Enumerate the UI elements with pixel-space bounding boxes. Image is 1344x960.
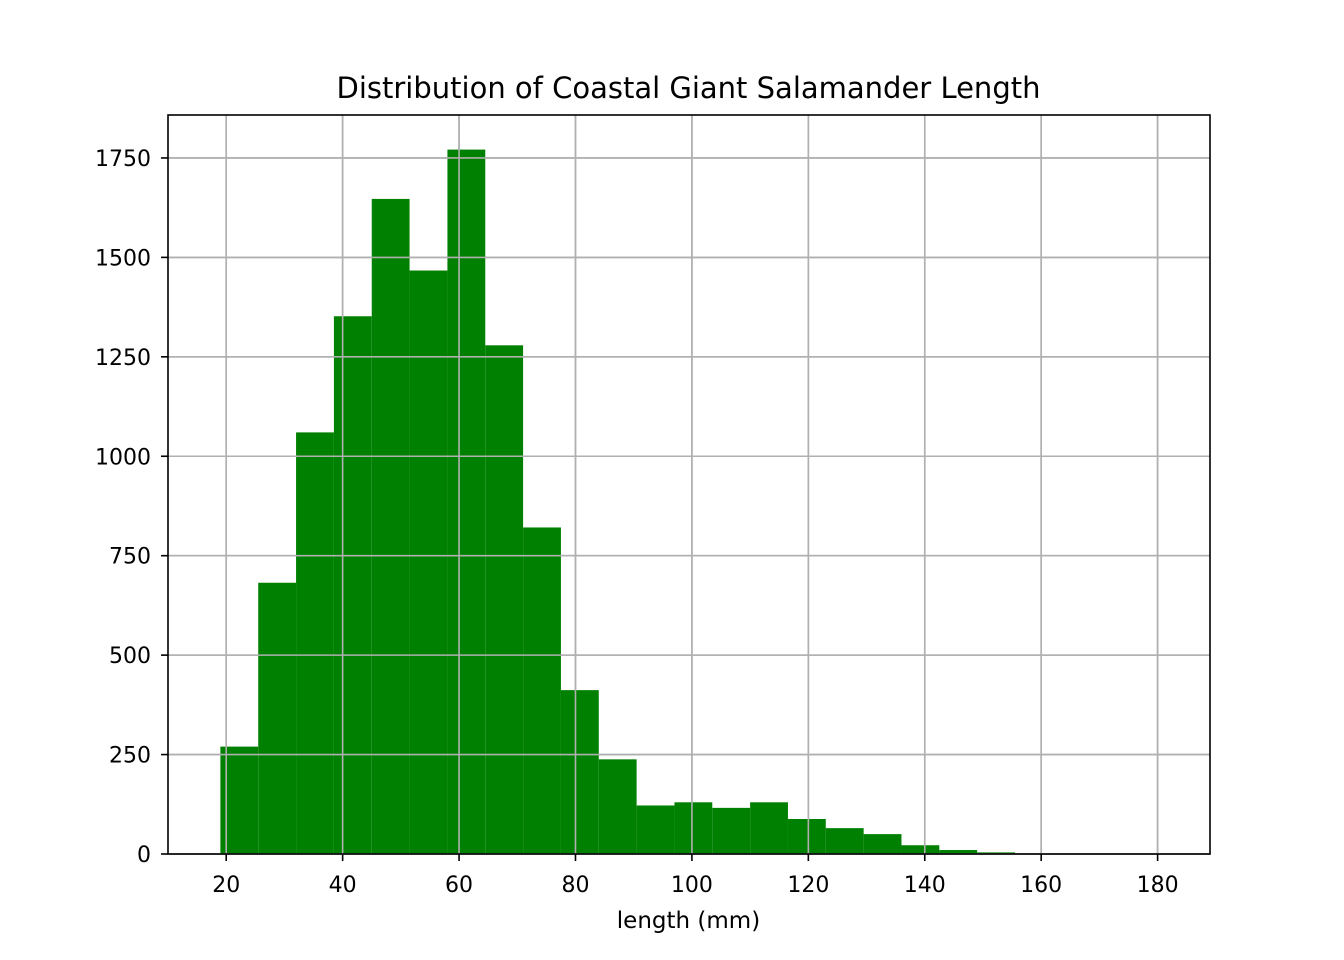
histogram-bar — [371, 198, 410, 854]
histogram-bar — [598, 759, 637, 854]
x-tick-label: 40 — [329, 873, 357, 898]
histogram-bar — [333, 316, 372, 854]
y-tick-label: 250 — [109, 744, 151, 769]
x-tick-label: 60 — [445, 873, 473, 898]
y-tick-label: 1250 — [95, 346, 151, 371]
histogram-bar — [560, 690, 599, 854]
x-tick-label: 180 — [1137, 873, 1179, 898]
histogram-bar — [636, 805, 675, 854]
y-axis-ticks: 0 250 500 750 1000 1250 1500 1750 — [95, 147, 168, 868]
x-axis-ticks: 20 40 60 80 100 120 140 160 180 — [212, 854, 1179, 898]
histogram-bar — [863, 834, 902, 854]
x-tick-label: 100 — [671, 873, 713, 898]
histogram-bar — [750, 802, 788, 854]
histogram-bar — [258, 582, 297, 854]
histogram-bar — [485, 345, 524, 854]
histogram-bar — [787, 818, 826, 854]
x-tick-label: 80 — [561, 873, 589, 898]
chart-title: Distribution of Coastal Giant Salamander… — [337, 71, 1041, 105]
histogram-bar — [712, 807, 751, 854]
x-tick-label: 160 — [1020, 873, 1062, 898]
x-tick-label: 120 — [787, 873, 829, 898]
x-tick-label: 140 — [904, 873, 946, 898]
histogram-bar — [296, 432, 334, 854]
histogram-bar — [447, 149, 486, 854]
x-axis-label: length (mm) — [617, 908, 760, 934]
x-tick-label: 20 — [212, 873, 240, 898]
y-tick-label: 500 — [109, 644, 151, 669]
axes — [167, 114, 1211, 855]
histogram-bar — [825, 828, 864, 854]
bars — [220, 149, 1167, 855]
histogram-bar — [523, 527, 561, 854]
y-tick-label: 0 — [137, 843, 151, 868]
histogram-bar — [939, 850, 978, 854]
histogram-bar — [674, 802, 713, 854]
plot-frame — [167, 114, 1211, 855]
y-tick-label: 750 — [109, 545, 151, 570]
y-tick-label: 1000 — [95, 445, 151, 470]
y-tick-label: 1500 — [95, 246, 151, 271]
histogram-bar — [409, 270, 448, 855]
histogram-bar — [901, 845, 940, 854]
y-tick-label: 1750 — [95, 147, 151, 172]
